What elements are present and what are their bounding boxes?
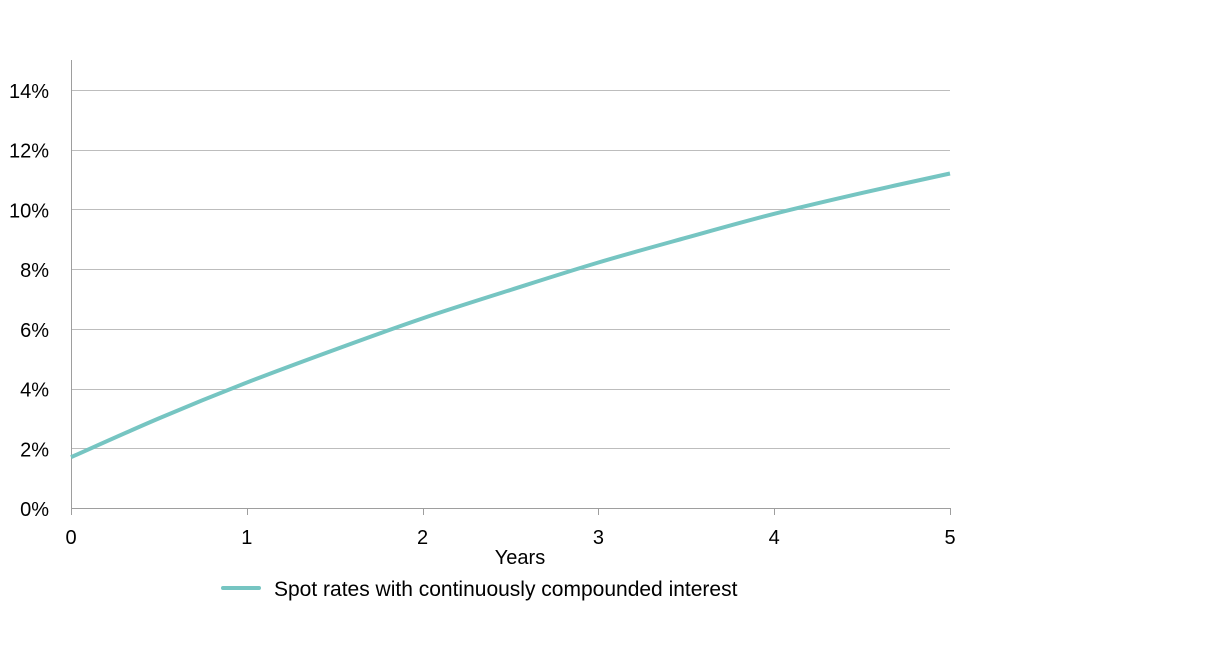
y-tick-label: 4%: [20, 380, 49, 402]
y-tick-label: 12%: [9, 141, 49, 163]
axes: [71, 60, 951, 515]
y-tick-label: 10%: [9, 200, 49, 222]
x-tick-label: 5: [944, 527, 955, 549]
gridlines: [71, 90, 950, 449]
y-tick-label: 8%: [20, 260, 49, 282]
x-tick-label: 2: [417, 527, 428, 549]
legend-label: Spot rates with continuously compounded …: [274, 578, 738, 601]
x-axis-title: Years: [495, 547, 545, 569]
legend: Spot rates with continuously compounded …: [221, 578, 738, 601]
series-lines: [70, 171, 951, 460]
x-tick-label: 4: [769, 527, 780, 549]
x-tick-label: 1: [241, 527, 252, 549]
y-tick-label: 14%: [9, 81, 49, 103]
y-tick-label: 0%: [20, 499, 49, 521]
y-tick-label: 6%: [20, 320, 49, 342]
x-tick-label: 3: [593, 527, 604, 549]
y-tick-label: 2%: [20, 439, 49, 461]
x-tick-label: 0: [65, 527, 76, 549]
series-line: [70, 171, 951, 460]
tick-labels: 0 1 2 3 4 5 0% 2% 4% 6% 8% 10% 12% 14%: [9, 81, 956, 549]
